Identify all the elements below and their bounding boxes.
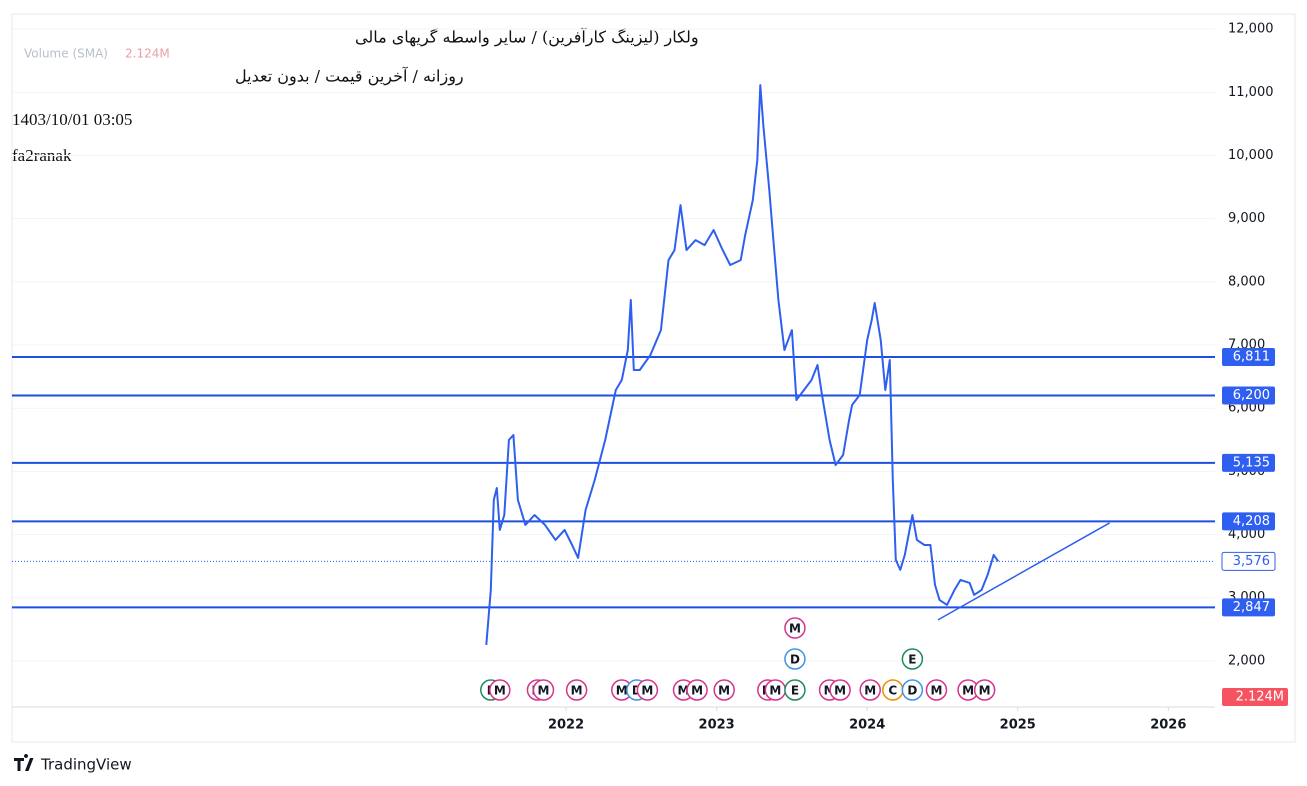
- event-circle: [901, 648, 924, 670]
- event-label: M: [616, 684, 628, 698]
- x-tick-label: 2026: [1150, 718, 1186, 733]
- event-circle: [784, 648, 806, 670]
- event-circle: [713, 679, 735, 701]
- event-circle: [489, 679, 511, 701]
- x-tick-label: 2022: [548, 718, 584, 733]
- event-label: D: [907, 684, 917, 698]
- event-circle: [829, 679, 851, 701]
- event-marker: M: [532, 679, 555, 701]
- y-tick-label: 8,000: [1228, 274, 1265, 289]
- volume-caption-value: 2.124M: [125, 47, 170, 61]
- event-label: M: [789, 622, 801, 636]
- price-level-tag: [1222, 386, 1275, 405]
- price-level-label: 4,208: [1233, 514, 1270, 529]
- trend-line: [937, 522, 1110, 621]
- timestamp: 1403/10/01 03:05: [12, 110, 132, 129]
- event-label: M: [494, 684, 506, 698]
- event-marker: M: [636, 679, 659, 701]
- event-marker: M: [565, 679, 588, 701]
- event-label: E: [791, 684, 799, 698]
- event-label: M: [864, 684, 876, 698]
- event-marker: D: [784, 648, 806, 670]
- event-marker: M: [764, 679, 787, 701]
- event-label: M: [538, 684, 550, 698]
- event-label: M: [930, 684, 942, 698]
- chart-title: ولکار (لیزینگ کارآفرین) / سایر واسطه گری…: [355, 27, 699, 47]
- event-label: E: [908, 653, 916, 667]
- price-level-label: 6,811: [1233, 349, 1270, 364]
- y-tick-label: 11,000: [1228, 85, 1274, 100]
- x-tick-label: 2023: [699, 718, 735, 733]
- event-label: M: [678, 684, 690, 698]
- price-level-tag: [1222, 512, 1275, 531]
- event-label: C: [888, 684, 897, 698]
- price-line: [485, 84, 1000, 645]
- price-level-label: 5,135: [1233, 455, 1270, 470]
- event-marker: E: [784, 679, 806, 701]
- event-circle: [784, 679, 806, 701]
- price-level-label: 2,847: [1233, 600, 1270, 615]
- event-marker: M: [973, 679, 996, 701]
- event-circle: [636, 679, 659, 701]
- event-label: M: [769, 684, 781, 698]
- event-label: M: [691, 684, 703, 698]
- event-circle: [686, 679, 708, 701]
- event-label: M: [962, 684, 974, 698]
- y-tick-label: 2,000: [1228, 653, 1265, 668]
- y-tick-label: 4,000: [1228, 527, 1265, 542]
- event-circle: [901, 679, 924, 701]
- event-marker: M: [925, 679, 948, 701]
- event-label: M: [641, 684, 653, 698]
- event-marker: M: [829, 679, 851, 701]
- event-marker: M: [686, 679, 708, 701]
- event-marker: M: [713, 679, 735, 701]
- price-level-tag: [1222, 453, 1275, 472]
- event-marker: M: [859, 679, 881, 701]
- event-circle: [973, 679, 996, 701]
- volume-tag-label: 2.124M: [1236, 690, 1284, 705]
- chart-subtitle: روزانه / آخرین قیمت / بدون تعدیل: [235, 66, 464, 86]
- event-marker: M: [784, 617, 806, 639]
- brand-name: TradingView: [40, 756, 132, 774]
- x-tick-label: 2024: [849, 718, 885, 733]
- event-circle: [565, 679, 588, 701]
- volume-caption: Volume (SMA): [24, 47, 108, 61]
- price-level-tag: [1222, 598, 1275, 617]
- event-label: D: [790, 653, 800, 667]
- x-tick-label: 2025: [1000, 718, 1036, 733]
- volume-tag: [1222, 688, 1288, 706]
- event-label: M: [834, 684, 846, 698]
- event-label: M: [979, 684, 991, 698]
- y-tick-label: 9,000: [1228, 211, 1265, 226]
- event-circle: [532, 679, 555, 701]
- event-circle: [925, 679, 948, 701]
- event-circle: [784, 617, 806, 639]
- event-marker: M: [611, 679, 633, 701]
- price-level-tag: [1222, 347, 1275, 366]
- price-level-label: 6,200: [1233, 388, 1270, 403]
- event-label: M: [718, 684, 730, 698]
- event-marker: M: [489, 679, 511, 701]
- last-price-label: 3,576: [1233, 554, 1270, 569]
- event-label: M: [571, 684, 583, 698]
- event-marker: E: [901, 648, 924, 670]
- brand-logo: TradingView: [14, 754, 132, 774]
- last-price-tag: [1221, 551, 1276, 571]
- event-marker: D: [901, 679, 924, 701]
- y-tick-label: 10,000: [1228, 148, 1274, 163]
- frame: [11, 13, 1296, 743]
- y-tick-label: 12,000: [1228, 22, 1274, 37]
- event-circle: [859, 679, 881, 701]
- event-marker: C: [882, 679, 904, 701]
